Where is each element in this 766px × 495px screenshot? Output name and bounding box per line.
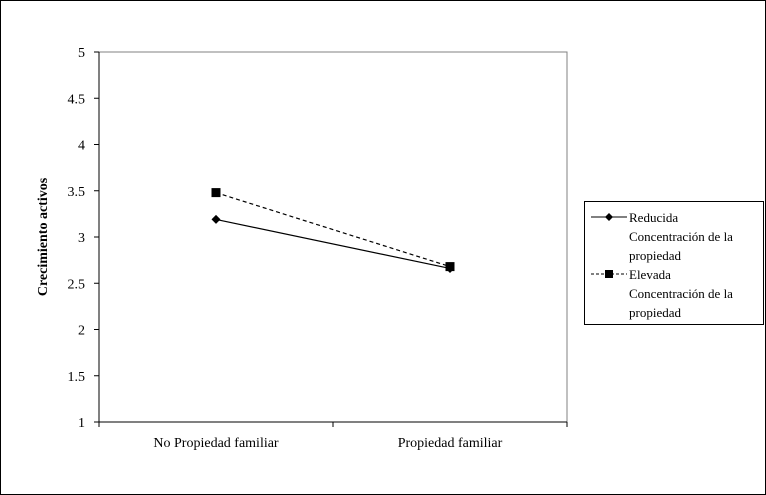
- y-tick-label: 3.5: [68, 185, 86, 200]
- y-ticks: 1 1.5 2 2.5 3 3.5 4 4.5 5: [68, 46, 99, 431]
- y-tick-label: 4: [78, 139, 85, 154]
- legend-swatch-dashed-square: [591, 270, 627, 278]
- y-tick-label: 1: [78, 416, 85, 431]
- plot-area: [98, 51, 568, 423]
- legend-label-line: Concentración de la: [629, 286, 733, 301]
- legend-swatch-solid-diamond: [591, 213, 627, 221]
- y-axis-label: Crecimiento activos: [36, 177, 51, 296]
- series-line-elevada: [215, 192, 451, 268]
- data-point-reducida-0: [211, 214, 221, 224]
- y-tick-label: 3: [78, 231, 85, 246]
- y-tick-label: 4.5: [68, 92, 86, 107]
- series-line-reducida: [215, 218, 451, 270]
- x-tick-label: No Propiedad familiar: [153, 436, 279, 451]
- y-tick-label: 2: [78, 324, 85, 339]
- legend-label-line: propiedad: [629, 248, 681, 263]
- data-point-elevada-0: [211, 188, 221, 198]
- y-tick-label: 2.5: [68, 277, 86, 292]
- series-layer: [211, 188, 455, 273]
- x-ticks: No Propiedad familiar Propiedad familiar: [98, 422, 568, 451]
- legend-label-line: Elevada: [629, 267, 671, 282]
- x-tick-label: Propiedad familiar: [398, 436, 503, 451]
- y-tick-label: 5: [78, 46, 85, 61]
- legend-label-elevada: Elevada Concentración de la propiedad: [629, 265, 763, 322]
- data-point-elevada-1: [445, 262, 455, 272]
- legend: Reducida Concentración de la propiedad E…: [584, 201, 764, 325]
- legend-label-line: propiedad: [629, 305, 681, 320]
- legend-label-line: Concentración de la: [629, 229, 733, 244]
- legend-label-line: Reducida: [629, 210, 679, 225]
- y-tick-label: 1.5: [68, 370, 86, 385]
- legend-label-reducida: Reducida Concentración de la propiedad: [629, 208, 763, 265]
